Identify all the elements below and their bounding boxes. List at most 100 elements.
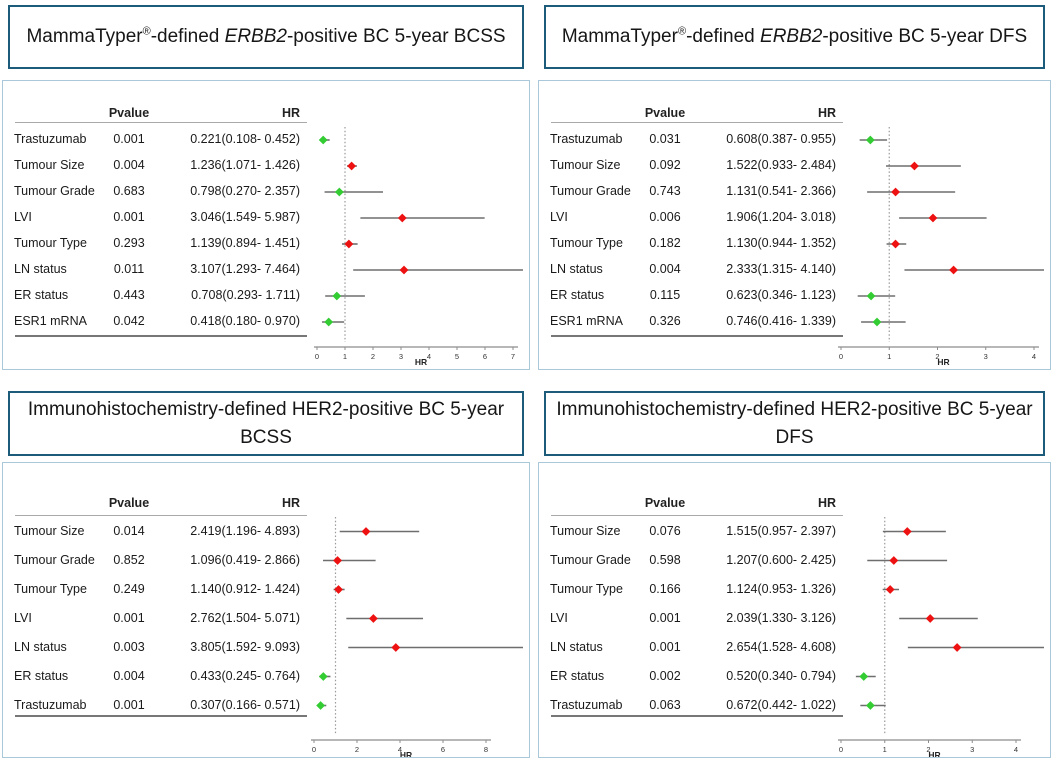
- axis-tick-label: 2: [355, 745, 359, 754]
- axis-tick-label: 4: [1014, 745, 1018, 754]
- row-hr-value: 1.522(0.933- 2.484): [726, 158, 836, 172]
- axis-tick-label: 4: [1032, 352, 1036, 361]
- row-pvalue: 0.001: [113, 132, 145, 146]
- col-header-hr: HR: [817, 106, 836, 120]
- title-text: MammaTyper®-defined ERBB2-positive BC 5-…: [561, 25, 1028, 47]
- hr-marker-red: [891, 187, 900, 197]
- hr-marker-green: [316, 701, 326, 710]
- axis-label-hr: HR: [928, 750, 940, 757]
- hr-marker-green: [318, 672, 328, 681]
- row-label: ER status: [14, 288, 69, 302]
- panel-title-mammatyper-dfs: MammaTyper®-defined ERBB2-positive BC 5-…: [544, 5, 1045, 69]
- row-pvalue: 0.076: [649, 523, 681, 538]
- axis-tick-label: 2: [935, 352, 939, 361]
- header-underline: [551, 515, 843, 516]
- row-label: Tumour Size: [14, 523, 85, 538]
- row-pvalue: 0.852: [113, 552, 145, 567]
- row-pvalue: 0.166: [649, 581, 681, 596]
- row-pvalue: 0.004: [113, 158, 145, 172]
- header-underline: [15, 515, 307, 516]
- hr-marker-red: [361, 527, 371, 536]
- row-pvalue: 0.743: [649, 184, 681, 198]
- table-bottom-line: [15, 715, 307, 717]
- row-pvalue: 0.001: [113, 210, 145, 224]
- row-label: ER status: [14, 668, 69, 683]
- axis-tick-label: 1: [343, 352, 347, 361]
- forest-plot-chart: 0 1 2 3 4 5 6 7 HR: [314, 127, 523, 367]
- axis-label-hr: HR: [937, 357, 949, 367]
- hr-marker-red: [885, 585, 895, 594]
- axis-tick-label: 0: [839, 745, 843, 754]
- row-label: Trastuzumab: [14, 697, 87, 712]
- row-hr-value: 1.236(1.071- 1.426): [190, 158, 300, 172]
- row-pvalue: 0.092: [649, 158, 681, 172]
- row-hr-value: 1.906(1.204- 3.018): [726, 210, 836, 224]
- row-label: Tumour Size: [550, 523, 621, 538]
- hr-marker-red: [334, 585, 343, 594]
- axis-tick-label: 6: [483, 352, 487, 361]
- row-pvalue: 0.011: [113, 262, 145, 276]
- forest-plot-chart: 0 2 4 6 8 HR: [311, 517, 523, 757]
- hr-marker-red: [347, 161, 357, 171]
- row-pvalue: 0.001: [649, 610, 681, 625]
- axis-tick-label: 1: [883, 745, 887, 754]
- col-header-hr: HR: [281, 106, 300, 120]
- hr-marker-red: [910, 161, 919, 171]
- row-label: Tumour Grade: [14, 184, 95, 198]
- axis-tick-label: 1: [887, 352, 891, 361]
- col-header-pvalue: Pvalue: [644, 106, 686, 120]
- forest-plot-chart: 0 1 2 3 4 HR: [838, 517, 1044, 757]
- row-hr-value: 0.221(0.108- 0.452): [190, 132, 300, 146]
- axis-label-hr: HR: [415, 357, 427, 367]
- row-pvalue: 0.001: [113, 697, 145, 712]
- row-hr-value: 0.608(0.387- 0.955): [726, 132, 836, 146]
- row-label: LN status: [14, 262, 67, 276]
- forest-plot-mammatyper-dfs: Pvalue HR Trastuzumab 0.031 0.608(0.387- 0.9…: [538, 80, 1051, 370]
- hr-marker-green: [865, 135, 875, 145]
- row-pvalue: 0.031: [649, 132, 681, 146]
- row-hr-value: 0.433(0.245- 0.764): [190, 668, 300, 683]
- col-header-pvalue: Pvalue: [108, 106, 150, 120]
- hr-marker-red: [928, 213, 938, 223]
- row-label: LN status: [550, 262, 603, 276]
- row-pvalue: 0.042: [113, 314, 145, 328]
- header-underline: [551, 122, 843, 123]
- row-pvalue: 0.004: [649, 262, 681, 276]
- row-hr-value: 1.130(0.944- 1.352): [726, 236, 836, 250]
- hr-marker-red: [949, 265, 958, 275]
- axis-tick-label: 0: [839, 352, 843, 361]
- axis-tick-label: 6: [441, 745, 445, 754]
- axis-tick-label: 8: [484, 745, 488, 754]
- table-bottom-line: [15, 335, 307, 337]
- title-text: MammaTyper®-defined ERBB2-positive BC 5-…: [26, 25, 506, 47]
- row-hr-value: 1.139(0.894- 1.451): [190, 236, 300, 250]
- row-hr-value: 0.307(0.166- 0.571): [190, 697, 300, 712]
- row-label: LVI: [14, 210, 32, 224]
- row-hr-value: 2.333(1.315- 4.140): [726, 262, 836, 276]
- row-label: LVI: [14, 610, 32, 625]
- panel-mammatyper-dfs: MammaTyper®-defined ERBB2-positive BC 5-…: [538, 5, 1051, 370]
- row-label: Tumour Grade: [14, 552, 95, 567]
- row-label: Trastuzumab: [550, 697, 623, 712]
- row-label: LN status: [14, 639, 67, 654]
- row-label: Tumour Grade: [550, 184, 631, 198]
- col-header-hr: HR: [281, 496, 300, 510]
- table-bottom-line: [551, 335, 843, 337]
- row-pvalue: 0.063: [649, 697, 681, 712]
- axis-tick-label: 7: [511, 352, 515, 361]
- hr-marker-red: [902, 527, 912, 536]
- forest-plot-chart: 0 1 2 3 4 HR: [838, 127, 1044, 367]
- row-hr-value: 1.124(0.953- 1.326): [726, 581, 836, 596]
- header-underline: [15, 122, 307, 123]
- panel-ihc-bcss: Immunohistochemistry-defined HER2-positi…: [2, 370, 530, 758]
- hr-marker-green: [334, 187, 344, 197]
- forest-plot-mammatyper-bcss: Pvalue HR Trastuzumab 0.001 0.221(0.108- 0.4…: [2, 80, 530, 370]
- panel-title-mammatyper-bcss: MammaTyper®-defined ERBB2-positive BC 5-…: [8, 5, 524, 69]
- col-header-hr: HR: [817, 496, 836, 510]
- row-hr-value: 1.131(0.541- 2.366): [726, 184, 836, 198]
- panel-title-ihc-dfs: Immunohistochemistry-defined HER2-positi…: [544, 391, 1045, 456]
- axis-label-hr: HR: [400, 750, 412, 757]
- row-hr-value: 0.418(0.180- 0.970): [190, 314, 300, 328]
- table-bottom-line: [551, 715, 843, 717]
- panel-ihc-dfs: Immunohistochemistry-defined HER2-positi…: [538, 370, 1051, 758]
